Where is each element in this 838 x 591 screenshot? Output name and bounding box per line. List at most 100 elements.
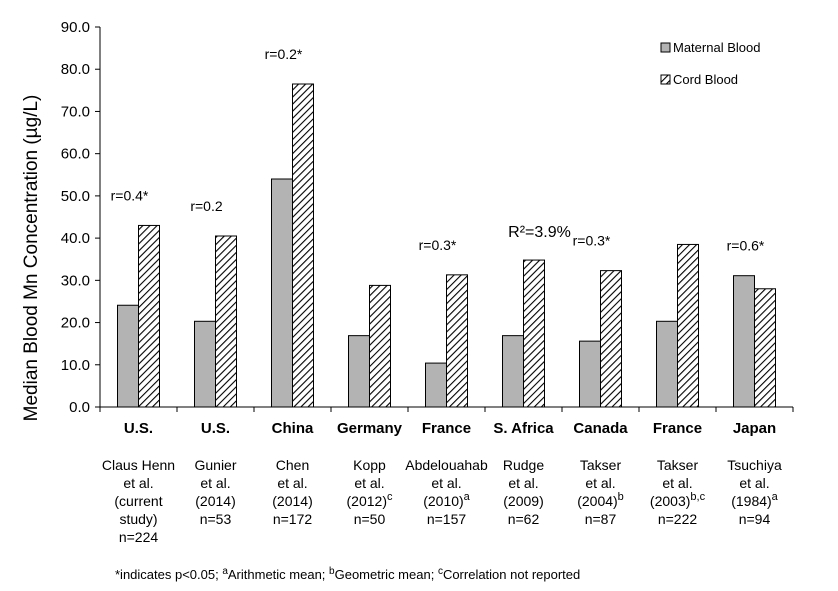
x-country-label: U.S. — [124, 420, 153, 437]
bar-annotation: r=0.6* — [727, 238, 765, 254]
study-year: (2010) — [423, 493, 463, 509]
bar-cord — [677, 243, 699, 408]
x-country-label: Germany — [337, 420, 403, 437]
x-study-label: Takser — [580, 457, 622, 473]
bar-annotation: r=0.3* — [419, 237, 457, 253]
x-study-label: Chen — [276, 457, 309, 473]
x-country-label: France — [653, 420, 702, 437]
x-study-label: n=50 — [354, 511, 386, 527]
x-study-label: Claus Henn — [102, 457, 175, 473]
x-study-label: n=53 — [200, 511, 232, 527]
x-study-label: et al. — [354, 475, 384, 491]
legend: Maternal Blood Cord Blood — [660, 40, 760, 87]
bar-maternal — [271, 178, 293, 408]
bar-maternal — [117, 304, 139, 408]
x-study-label: (current — [114, 493, 162, 509]
study-year: (2004) — [577, 493, 617, 509]
study-year-sup: a — [464, 491, 471, 503]
bar-maternal — [348, 335, 370, 408]
x-study-label: Kopp — [353, 457, 386, 473]
bar-cord — [523, 259, 545, 408]
bar-cord — [754, 288, 776, 408]
x-country-label: China — [272, 420, 314, 437]
bar-annotation: r=0.2* — [265, 46, 303, 62]
legend-swatch-maternal — [660, 42, 671, 53]
bar-maternal — [502, 335, 524, 408]
footnote-sup-c: c — [438, 566, 443, 577]
x-country-label: Japan — [733, 420, 776, 437]
x-study-label: n=157 — [427, 511, 467, 527]
bar-maternal — [194, 320, 216, 408]
x-study-label: et al. — [277, 475, 307, 491]
y-tick-label: 30.0 — [61, 272, 90, 289]
study-year: (2012) — [347, 493, 387, 509]
y-axis-label: Median Blood Mn Concentration (µg/L) — [21, 95, 42, 422]
x-study-label: n=87 — [585, 511, 617, 527]
x-study-label: n=224 — [119, 529, 159, 545]
study-year-sup: a — [772, 491, 779, 503]
study-year-sup: b,c — [690, 491, 705, 503]
x-study-label: et al. — [431, 475, 461, 491]
x-study-label: study) — [119, 511, 157, 527]
bar-cord — [215, 235, 237, 408]
x-country-label: Canada — [573, 420, 628, 437]
y-tick-label: 0.0 — [69, 399, 90, 416]
x-study-label: Takser — [657, 457, 699, 473]
y-tick-label: 20.0 — [61, 315, 90, 332]
legend-label-maternal: Maternal Blood — [673, 40, 760, 55]
bar-maternal — [656, 320, 678, 408]
bar-cord — [369, 284, 391, 408]
legend-label-cord: Cord Blood — [673, 72, 738, 87]
bar-cord — [446, 274, 468, 408]
y-axis-ticks: 0.0 10.0 20.0 30.0 40.0 50.0 60.0 70.0 80.0 90.0 — [61, 19, 794, 416]
x-study-label: et al. — [739, 475, 769, 491]
footnote: *indicates p<0.05; aArithmetic mean; bGe… — [115, 566, 580, 582]
study-year: (1984) — [731, 493, 771, 509]
study-year-sup: b — [618, 491, 624, 503]
study-year-sup: c — [387, 491, 393, 503]
y-tick-label: 10.0 — [61, 357, 90, 374]
x-study-label: et al. — [508, 475, 538, 491]
footnote-sup-b: b — [329, 566, 335, 577]
x-study-label: n=172 — [273, 511, 313, 527]
x-study-label: (2003)b,c — [650, 491, 706, 509]
x-country-label: U.S. — [201, 420, 230, 437]
x-study-label: (2009) — [503, 493, 543, 509]
x-study-label: n=62 — [508, 511, 540, 527]
footnote-text-a: Arithmetic mean; — [228, 567, 329, 582]
bar-cord — [138, 224, 160, 408]
y-tick-label: 70.0 — [61, 103, 90, 120]
x-axis-labels: U.S. Claus Henn et al. (current study) n=224 U… — [102, 420, 782, 545]
footnote-sup-a: a — [222, 566, 228, 577]
footnote-text-c: Correlation not reported — [443, 567, 580, 582]
x-study-label: n=94 — [739, 511, 771, 527]
x-study-label: Gunier — [194, 457, 236, 473]
bar-maternal — [579, 340, 601, 408]
footnote-lead: *indicates p<0.05; — [115, 567, 222, 582]
study-year: (2003) — [650, 493, 690, 509]
legend-swatch-cord — [660, 74, 671, 85]
bar-series — [117, 83, 776, 408]
x-study-label: (2014) — [195, 493, 235, 509]
y-tick-label: 60.0 — [61, 146, 90, 163]
x-study-label: (2004)b — [577, 491, 624, 509]
bar-cord — [292, 83, 314, 408]
x-study-label: et al. — [662, 475, 692, 491]
x-study-label: (2010)a — [423, 491, 470, 509]
bar-annotation: R²=3.9% — [508, 224, 571, 241]
y-tick-label: 40.0 — [61, 230, 90, 247]
bar-annotation: r=0.3* — [573, 233, 611, 249]
x-study-label: (1984)a — [731, 491, 778, 509]
x-study-label: Tsuchiya — [727, 457, 782, 473]
x-study-label: n=222 — [658, 511, 698, 527]
x-study-label: et al. — [123, 475, 153, 491]
x-study-label: (2012)c — [347, 491, 393, 509]
x-study-label: Rudge — [503, 457, 544, 473]
bar-cord — [600, 270, 622, 408]
x-country-label: S. Africa — [493, 420, 554, 437]
x-study-label: (2014) — [272, 493, 312, 509]
y-tick-label: 90.0 — [61, 19, 90, 36]
x-country-label: France — [422, 420, 471, 437]
bar-maternal — [425, 362, 447, 408]
